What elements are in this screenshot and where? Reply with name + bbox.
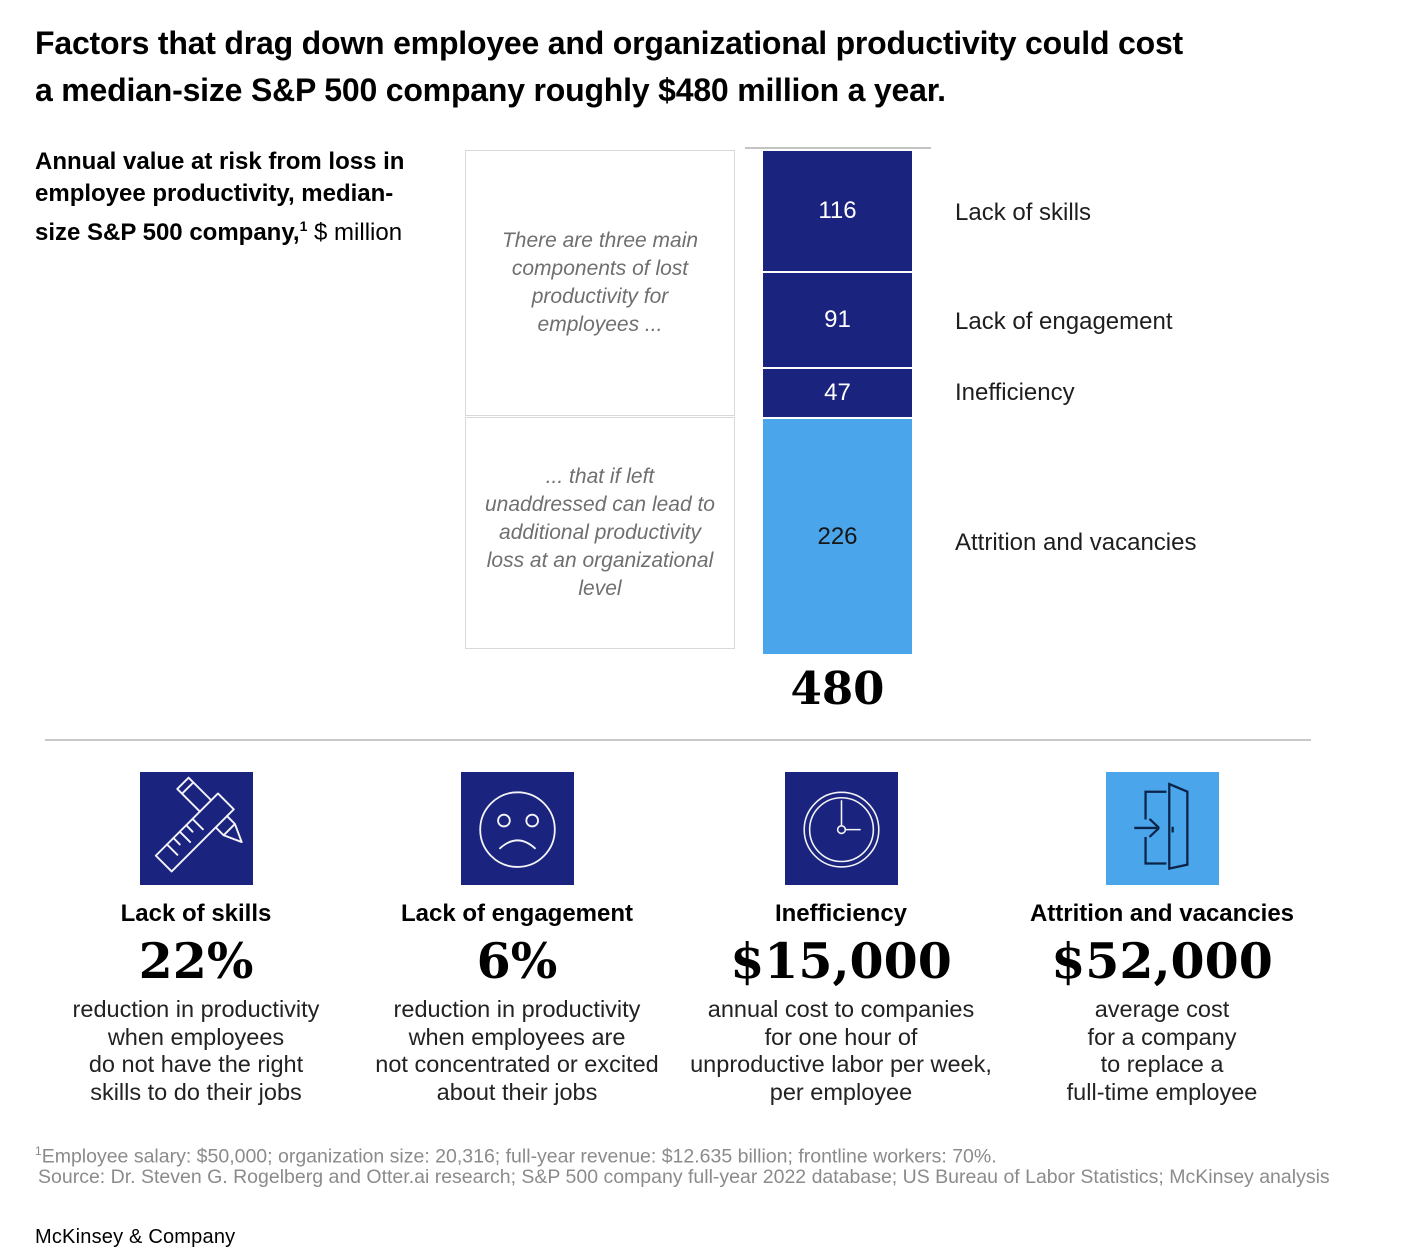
card-title: Attrition and vacancies: [1029, 900, 1295, 927]
segment-label-lack-of-skills: Lack of skills: [955, 199, 1092, 226]
footnote-marker: 1: [35, 1144, 42, 1158]
open-door-icon: [1105, 772, 1219, 885]
card-description: reduction in productivity when employees…: [72, 996, 320, 1105]
bar-segment-lack-of-engagement: 91: [763, 273, 912, 367]
bar-top-tick-line: [745, 147, 931, 149]
chart-heading-unit: $ million: [307, 219, 403, 246]
card-description: reduction in productivity when employees…: [375, 996, 659, 1105]
card-stat: 6%: [476, 932, 558, 990]
section-divider: [45, 739, 1311, 741]
card-title: Lack of skills: [120, 900, 272, 927]
segment-label-inefficiency: Inefficiency: [955, 379, 1075, 406]
annotation-box-bottom: ... that if left unaddressed can lead to…: [465, 417, 735, 649]
card-stat: $52,000: [1051, 932, 1273, 990]
bar-segment-inefficiency: 47: [763, 369, 912, 417]
card-stat: $15,000: [730, 932, 952, 990]
chart-heading-bold: Annual value at risk from loss in employ…: [35, 148, 405, 246]
annotation-box-top: There are three main components of lost …: [465, 150, 735, 416]
bar-segment-attrition-and-vacancies: 226: [763, 419, 912, 654]
sad-face-icon: [460, 772, 574, 885]
page-title: Factors that drag down employee and orga…: [35, 25, 1184, 108]
card-stat: 22%: [138, 932, 254, 990]
bar-value-inefficiency: 47: [824, 379, 851, 406]
annotation-top-text: There are three main components of lost …: [501, 229, 699, 336]
card-description: annual cost to companies for one hour of…: [690, 996, 992, 1105]
stat-card-lack-of-engagement: Lack of engagement 6% reduction in produ…: [357, 772, 677, 1106]
segment-label-attrition-and-vacancies: Attrition and vacancies: [955, 529, 1197, 556]
chart-heading: Annual value at risk from loss in employ…: [35, 146, 435, 249]
stat-card-attrition-and-vacancies: Attrition and vacancies $52,000 average …: [1002, 772, 1322, 1106]
bar-total-value: 480: [790, 662, 885, 715]
segment-label-lack-of-engagement: Lack of engagement: [955, 308, 1173, 335]
stat-card-inefficiency: Inefficiency $15,000 annual cost to comp…: [681, 772, 1001, 1106]
footnote: 1Employee salary: $50,000; organization …: [35, 1138, 997, 1170]
ruler-pencil-icon: [139, 772, 253, 885]
bar-segment-lack-of-skills: 116: [763, 151, 912, 271]
stacked-bar: 116 91 47 226: [763, 151, 912, 654]
footnote-text: Employee salary: $50,000; organization s…: [41, 1145, 997, 1168]
annotation-bottom-text: ... that if left unaddressed can lead to…: [484, 465, 715, 600]
source-line: Source: Dr. Steven G. Rogelberg and Otte…: [38, 1166, 1330, 1188]
card-title: Inefficiency: [774, 900, 908, 927]
bar-value-lack-of-engagement: 91: [824, 306, 851, 333]
card-description: average cost for a company to replace a …: [1066, 996, 1258, 1105]
chart-heading-footnote-marker: 1: [299, 218, 308, 234]
bar-value-lack-of-skills: 116: [818, 197, 857, 224]
mckinsey-logo-text: McKinsey & Company: [35, 1226, 236, 1248]
clock-icon: [784, 772, 898, 885]
card-title: Lack of engagement: [400, 900, 634, 927]
stat-card-lack-of-skills: Lack of skills 22% reduction in producti…: [36, 772, 356, 1106]
bar-value-attrition-and-vacancies: 226: [817, 522, 858, 550]
